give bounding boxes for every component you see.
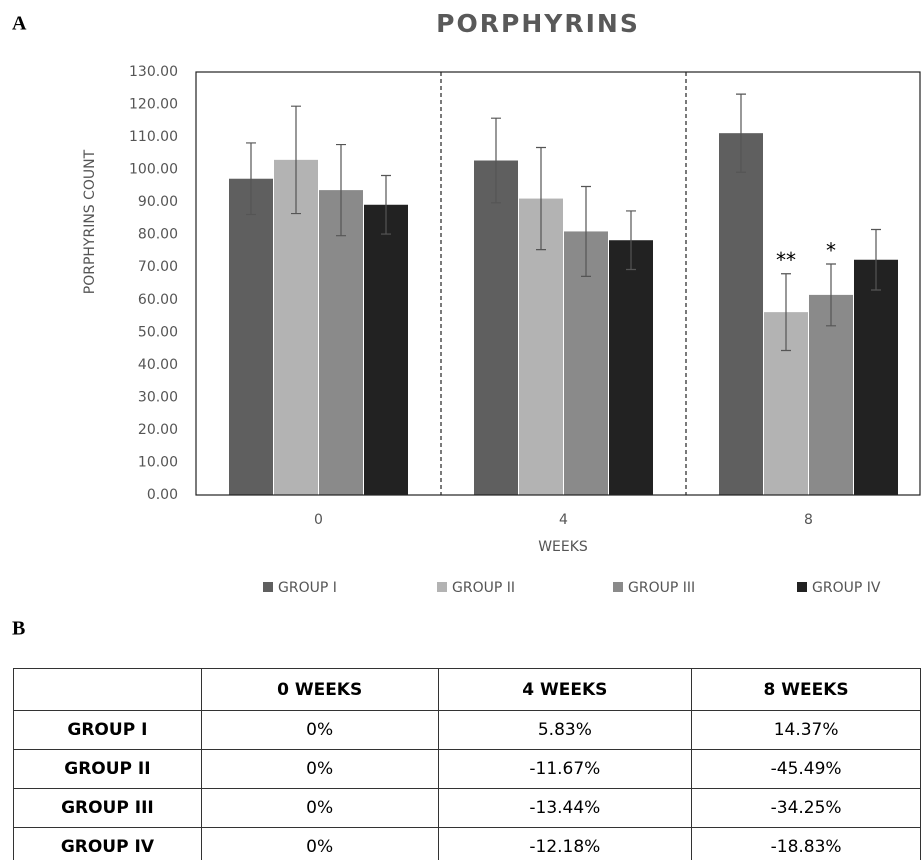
bar [364,204,408,495]
error-bar [491,117,501,204]
x-tick-label: 8 [804,512,813,528]
error-bar [736,93,746,173]
x-tick-label: 0 [314,512,323,528]
y-tick-label: 100.00 [129,162,178,178]
error-bar [381,174,391,235]
significance-label: * [826,238,836,262]
significance-label: ** [776,248,796,272]
table-cell: 0% [200,749,439,789]
table-cell: 0% [200,788,439,828]
table-cell [13,668,202,711]
legend-swatch [613,582,623,592]
bar [809,294,853,495]
error-bar [536,146,546,251]
y-tick-label: 80.00 [138,227,178,243]
y-tick-label: 70.00 [138,259,178,275]
bar [274,159,318,495]
table-cell: 0% [200,710,439,750]
error-bar [336,143,346,237]
x-axis-label: WEEKS [538,539,588,555]
plot-frame [195,71,921,496]
y-tick-label: 110.00 [129,129,178,145]
table-cell: -12.18% [437,827,693,860]
table-cell: GROUP III [13,788,202,828]
legend-label: GROUP IV [812,580,881,596]
error-bar [826,263,836,327]
panel-label: B [12,618,25,640]
table-cell: 5.83% [437,710,693,750]
table-row: GROUP IV 0% -12.18% -18.83% [13,827,921,860]
error-bar [246,142,256,216]
table-cell: -45.49% [691,749,921,789]
error-bar [291,105,301,215]
legend-label: GROUP I [278,580,337,596]
table-cell: 0% [200,827,439,860]
bar [229,178,273,496]
chart: A PORPHYRINS PORPHYRINS COUNT WEEKS B 0.… [12,9,921,640]
y-tick-label: 10.00 [138,454,178,470]
table-cell: 0 WEEKS [200,668,439,711]
table-row: GROUP I 0% 5.83% 14.37% [13,710,921,750]
error-bar [626,210,636,271]
bar [474,160,518,495]
y-tick-label: 20.00 [138,422,178,438]
table-cell: GROUP I [13,710,202,750]
bar [609,240,653,495]
bar [854,259,898,495]
table-cell: 14.37% [691,710,921,750]
error-bar [781,273,791,352]
table-cell: 8 WEEKS [691,668,921,711]
legend-swatch [263,582,273,592]
legend-swatch [437,582,447,592]
y-tick-label: 120.00 [129,97,178,113]
legend-label: GROUP II [452,580,515,596]
bar [719,133,763,495]
table-row: GROUP III 0% -13.44% -34.25% [13,788,921,828]
table-cell: -34.25% [691,788,921,828]
table-cell: 4 WEEKS [437,668,693,711]
table-cell: -11.67% [437,749,693,789]
bar [319,190,363,495]
y-tick-label: 30.00 [138,389,178,405]
legend-swatch [797,582,807,592]
y-tick-label: 0.00 [147,487,178,503]
y-axis-label: PORPHYRINS COUNT [82,149,98,294]
table-row: GROUP II 0% -11.67% -45.49% [13,749,921,789]
legend-label: GROUP III [628,580,695,596]
panel-label: A [12,13,27,35]
table-cell: GROUP IV [13,827,202,860]
table-cell: GROUP II [13,749,202,789]
y-tick-label: 40.00 [138,357,178,373]
table: 0 WEEKS 4 WEEKS 8 WEEKS GROUP I 0% 5.83% 14.37… [13,668,921,860]
table-cell: -18.83% [691,827,921,860]
table-cell: -13.44% [437,788,693,828]
y-tick-label: 50.00 [138,324,178,340]
chart-title: PORPHYRINS [436,9,640,38]
error-bar [581,185,591,277]
table-body: 0 WEEKS 4 WEEKS 8 WEEKS GROUP I 0% 5.83% 14.37… [13,668,921,860]
table-header: 0 WEEKS 4 WEEKS 8 WEEKS [13,668,921,711]
y-tick-label: 60.00 [138,292,178,308]
error-bar [871,228,881,291]
x-tick-label: 4 [559,512,568,528]
y-tick-label: 90.00 [138,194,178,210]
y-tick-label: 130.00 [129,64,178,80]
